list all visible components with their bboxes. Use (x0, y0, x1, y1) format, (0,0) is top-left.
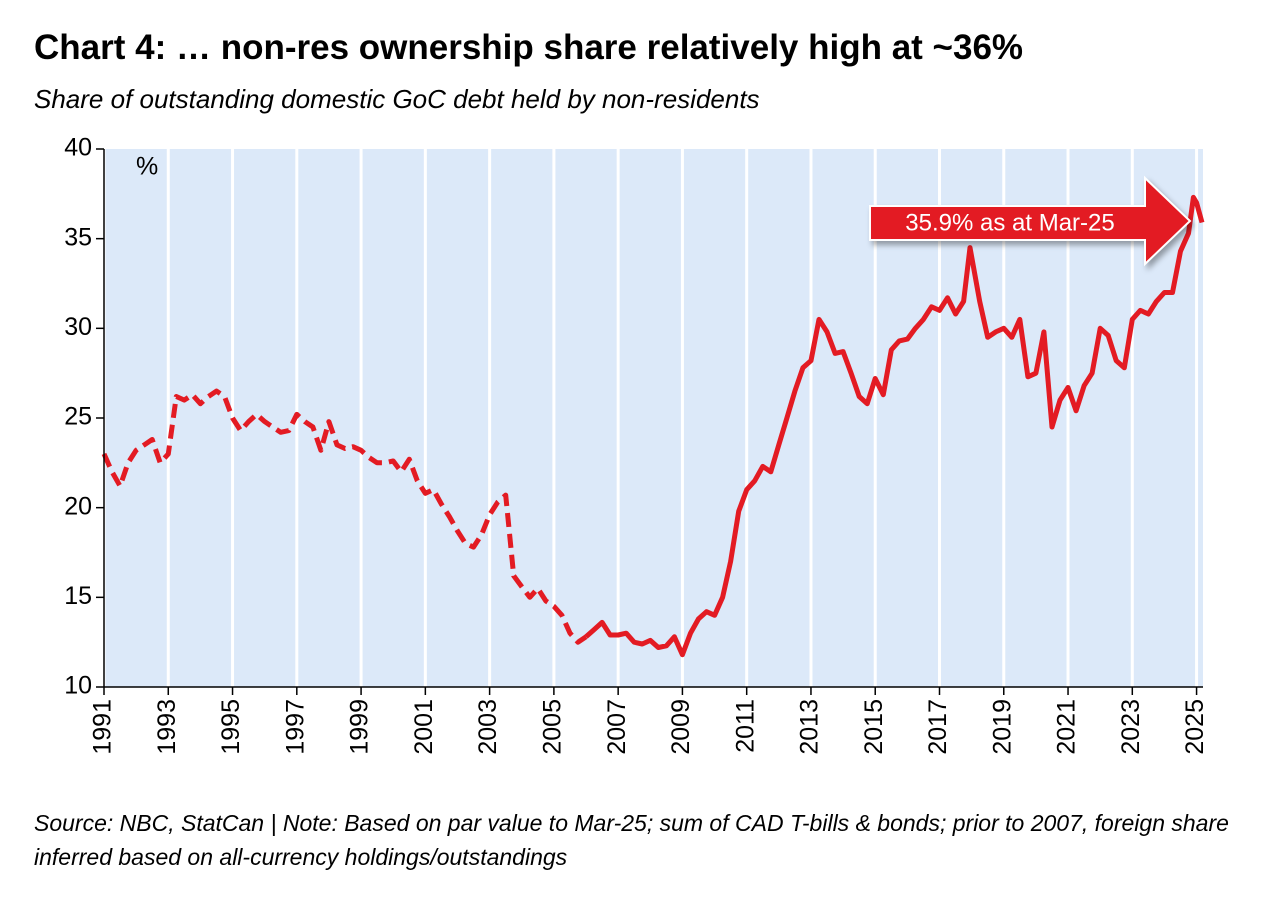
annotation-arrow (869, 175, 1192, 267)
x-tick-label: 2021 (1053, 699, 1081, 755)
source-note: Source: NBC, StatCan | Note: Based on pa… (34, 810, 1229, 870)
x-tick-label: 2025 (1181, 699, 1209, 755)
x-tick-label: 2007 (603, 699, 631, 755)
annotation: 35.9% as at Mar-25 (869, 175, 1192, 267)
x-tick-label: 2009 (667, 699, 695, 755)
y-tick-label: 25 (64, 403, 92, 431)
data-line (101, 388, 588, 645)
x-tick-label: 2023 (1117, 699, 1145, 755)
x-tick-label: 1993 (153, 699, 181, 755)
x-tick-label: 2005 (538, 699, 566, 755)
annotation-text: 35.9% as at Mar-25 (905, 209, 1114, 236)
x-tick-label: 1991 (89, 699, 117, 755)
y-tick-label: 10 (64, 672, 92, 700)
x-tick-label: 1995 (217, 699, 245, 755)
x-tick-label: 2017 (924, 699, 952, 755)
x-tick-label: 2019 (988, 699, 1016, 755)
x-tick-label: 2015 (860, 699, 888, 755)
x-tick-label: 2011 (731, 699, 759, 753)
chart-subtitle: Share of outstanding domestic GoC debt h… (34, 84, 760, 114)
y-tick-label: 20 (64, 492, 92, 520)
x-tick-label: 2001 (410, 699, 438, 755)
y-unit: % (136, 153, 158, 181)
x-tick-label: 1997 (281, 699, 309, 755)
y-tick-label: 35 (64, 223, 92, 251)
lines (101, 194, 1205, 658)
x-tick-label: 2013 (796, 699, 824, 755)
y-tick-label: 30 (64, 313, 92, 341)
chart-title: Chart 4: … non-res ownership share relat… (34, 28, 1024, 67)
data-line (584, 194, 1205, 658)
y-tick-label: 15 (64, 582, 92, 610)
x-tick-label: 2003 (474, 699, 502, 755)
x-tick-label: 1999 (346, 699, 374, 755)
y-tick-label: 40 (64, 134, 92, 162)
axes: 1991 1993 1995 1997 1999 2001 2003 2005 2007 2009… (64, 134, 1209, 755)
